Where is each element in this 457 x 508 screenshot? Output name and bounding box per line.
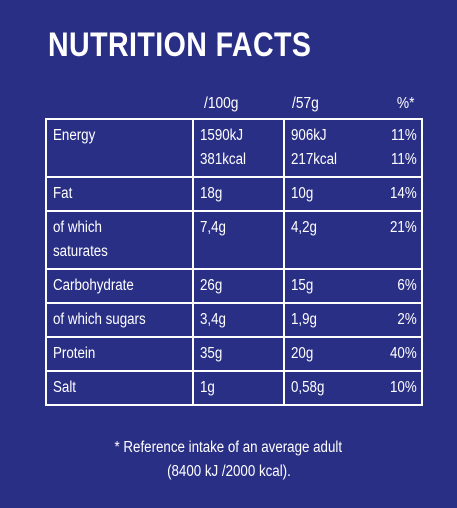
table-row-fat: Fat 18g 10g 14% [45, 176, 423, 212]
table-row-salt: Salt 1g 0,58g 10% [45, 370, 423, 406]
table-row-energy: Energy 1590kJ 381kcal 906kJ 217kcal 11% 11% [45, 118, 423, 178]
row-label: Energy [45, 118, 194, 178]
value-per-100g: 1g [192, 370, 284, 406]
value-percent-ri: 10% [360, 370, 423, 406]
table-row-carbohydrate: Carbohydrate 26g 15g 6% [45, 268, 423, 304]
value-percent-ri: 40% [360, 336, 423, 372]
nutrition-table: Energy 1590kJ 381kcal 906kJ 217kcal 11% 11%… [45, 118, 423, 406]
footnote-line-1: * Reference intake of an average adult [114, 439, 343, 456]
row-label: Fat [45, 176, 194, 212]
value-percent-ri: 6% [360, 268, 423, 304]
value-percent-ri: 11% 11% [360, 118, 423, 178]
table-row-protein: Protein 35g 20g 40% [45, 336, 423, 372]
value-per-100g: 26g [192, 268, 284, 304]
value-per-57g: 906kJ 217kcal [283, 118, 360, 178]
row-label: Carbohydrate [45, 268, 194, 304]
value-per-100g: 3,4g [192, 302, 284, 338]
value-per-57g: 20g [283, 336, 360, 372]
row-label: of which sugars [45, 302, 194, 338]
reference-intake-footnote: * Reference intake of an average adult (… [0, 436, 457, 484]
value-per-100g: 7,4g [192, 210, 284, 270]
footnote-line-2: (8400 kJ /2000 kcal). [166, 463, 291, 480]
column-header-percent-ri: %* [396, 95, 414, 112]
value-per-57g: 4,2g [283, 210, 360, 270]
value-per-100g: 1590kJ 381kcal [192, 118, 284, 178]
row-label: of which saturates [45, 210, 194, 270]
table-row-saturates: of which saturates 7,4g 4,2g 21% [45, 210, 423, 270]
table-row-sugars: of which sugars 3,4g 1,9g 2% [45, 302, 423, 338]
column-header-per-57g: /57g [292, 95, 319, 112]
value-per-57g: 0,58g [283, 370, 360, 406]
value-per-57g: 15g [283, 268, 360, 304]
value-percent-ri: 14% [360, 176, 423, 212]
value-per-57g: 10g [283, 176, 360, 212]
value-per-57g: 1,9g [283, 302, 360, 338]
row-label: Protein [45, 336, 194, 372]
value-per-100g: 18g [192, 176, 284, 212]
value-percent-ri: 2% [360, 302, 423, 338]
column-header-per-100g: /100g [204, 95, 239, 112]
row-label: Salt [45, 370, 194, 406]
page-title: NUTRITION FACTS [48, 26, 312, 64]
value-percent-ri: 21% [360, 210, 423, 270]
value-per-100g: 35g [192, 336, 284, 372]
